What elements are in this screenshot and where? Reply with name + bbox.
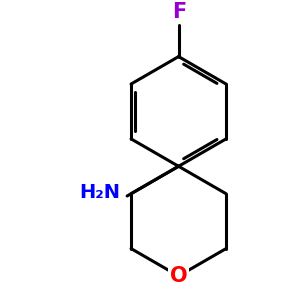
- Text: O: O: [170, 266, 188, 286]
- Text: H₂N: H₂N: [79, 183, 120, 202]
- Text: F: F: [172, 2, 187, 22]
